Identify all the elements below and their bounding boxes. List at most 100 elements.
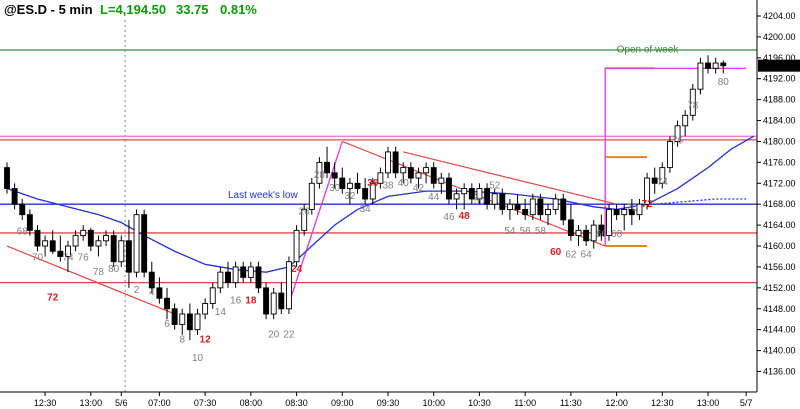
candle-65[interactable]: [499, 188, 506, 215]
candle-9[interactable]: [72, 230, 79, 252]
candle-85[interactable]: [651, 167, 658, 194]
candle-91[interactable]: [697, 57, 704, 95]
candle-54[interactable]: [415, 167, 422, 189]
candle-11[interactable]: [87, 227, 94, 252]
candle-78[interactable]: [598, 214, 605, 241]
candle-72[interactable]: [552, 193, 559, 215]
candle-21[interactable]: [164, 287, 170, 320]
candle-20[interactable]: [156, 277, 163, 304]
candle-10[interactable]: [80, 225, 87, 241]
candle-22[interactable]: [171, 303, 178, 330]
candle-3[interactable]: [26, 209, 33, 236]
candle-16[interactable]: [125, 219, 132, 288]
candle-75[interactable]: [575, 225, 582, 247]
candle-7[interactable]: [57, 235, 64, 262]
candle-82[interactable]: [628, 198, 635, 226]
candle-46[interactable]: [354, 172, 361, 194]
candle-56[interactable]: [430, 162, 437, 189]
candle-92[interactable]: [705, 55, 711, 74]
candle-40[interactable]: [308, 178, 315, 215]
candle-77[interactable]: [590, 219, 597, 249]
candle-17[interactable]: [133, 209, 140, 278]
candle-14[interactable]: [110, 230, 117, 267]
candle-25[interactable]: [194, 308, 201, 335]
candle-51[interactable]: [392, 146, 399, 179]
candle-37[interactable]: [285, 256, 292, 314]
candle-62[interactable]: [476, 183, 483, 205]
candle-39[interactable]: [301, 204, 308, 236]
candle-79[interactable]: [606, 204, 612, 241]
candle-83[interactable]: [636, 198, 643, 220]
candle-36[interactable]: [278, 282, 285, 314]
candle-38[interactable]: [293, 225, 300, 267]
candles[interactable]: [4, 55, 727, 341]
candle-74[interactable]: [567, 204, 574, 241]
candle-12[interactable]: [95, 235, 102, 257]
candle-80[interactable]: [613, 204, 620, 220]
candle-48[interactable]: [369, 178, 376, 205]
candle-66[interactable]: [506, 198, 513, 220]
candle-58[interactable]: [446, 172, 452, 205]
price-axis[interactable]: 4136.00 4140.00 4144.00 4148.00 4152.00 4156.…: [756, 0, 800, 392]
candle-23[interactable]: [179, 308, 186, 335]
candle-61[interactable]: [468, 183, 475, 205]
candle-87[interactable]: [666, 136, 673, 173]
candle-68[interactable]: [522, 198, 529, 220]
candle-89[interactable]: [682, 110, 689, 137]
candle-29[interactable]: [225, 261, 231, 288]
candle-70[interactable]: [537, 193, 544, 220]
candle-32[interactable]: [247, 261, 254, 283]
candle-8[interactable]: [65, 240, 71, 273]
candle-28[interactable]: [217, 266, 224, 294]
candle-88[interactable]: [674, 120, 681, 147]
candle-0[interactable]: [4, 162, 10, 194]
candle-33[interactable]: [255, 261, 262, 294]
candle-24[interactable]: [186, 303, 193, 341]
time-tick-label: 10:30: [468, 398, 491, 408]
candle-81[interactable]: [621, 204, 628, 231]
candle-63[interactable]: [484, 183, 491, 210]
candle-41[interactable]: [316, 157, 323, 189]
candle-34[interactable]: [263, 282, 270, 320]
candle-2[interactable]: [19, 198, 26, 220]
candle-67[interactable]: [514, 193, 521, 215]
candle-59[interactable]: [453, 188, 460, 210]
candle-15[interactable]: [118, 235, 125, 267]
candle-55[interactable]: [423, 162, 430, 184]
candle-73[interactable]: [560, 193, 567, 226]
candle-6[interactable]: [49, 230, 56, 254]
candle-50[interactable]: [385, 146, 391, 179]
candle-71[interactable]: [545, 204, 551, 226]
candle-52[interactable]: [400, 162, 407, 184]
candle-44[interactable]: [339, 167, 346, 194]
candle-53[interactable]: [407, 162, 414, 184]
candle-42[interactable]: [324, 146, 330, 179]
candle-93[interactable]: [712, 57, 719, 74]
candle-30[interactable]: [232, 261, 239, 288]
candle-64[interactable]: [491, 188, 498, 210]
candle-26[interactable]: [202, 298, 209, 320]
candle-19[interactable]: [148, 261, 155, 294]
candle-86[interactable]: [659, 162, 666, 189]
candle-45[interactable]: [346, 178, 353, 205]
candle-1[interactable]: [11, 183, 18, 210]
candle-35[interactable]: [270, 287, 277, 320]
candle-31[interactable]: [240, 261, 247, 283]
candle-47[interactable]: [362, 178, 369, 205]
candle-49[interactable]: [377, 167, 384, 189]
candle-69[interactable]: [529, 193, 536, 220]
candle-90[interactable]: [689, 83, 696, 121]
candle-94[interactable]: [720, 60, 727, 74]
candle-43[interactable]: [331, 162, 338, 189]
candle-76[interactable]: [583, 225, 590, 247]
candle-84[interactable]: [644, 172, 651, 210]
time-axis[interactable]: 12:30 13:00 5/6 07:00 07:30 08:00 08:30 09:00 09…: [0, 391, 757, 408]
candle-60[interactable]: [461, 183, 468, 210]
candle-18[interactable]: [141, 209, 148, 278]
candle-4[interactable]: [34, 225, 41, 252]
candle-27[interactable]: [209, 282, 216, 309]
candle-13[interactable]: [103, 230, 110, 247]
candle-5[interactable]: [42, 235, 49, 257]
candle-57[interactable]: [438, 172, 445, 194]
